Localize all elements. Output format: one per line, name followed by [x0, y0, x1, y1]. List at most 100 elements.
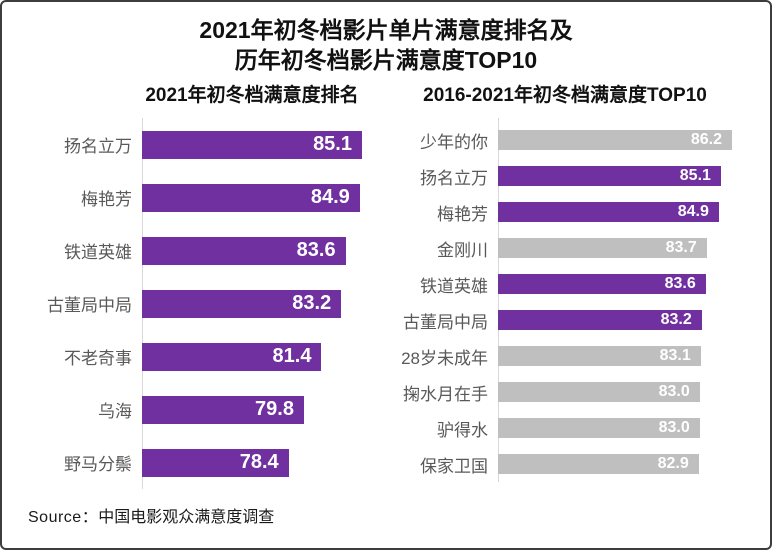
category-label: 古董局中局	[403, 312, 488, 332]
chart-title-2021-ranking: 2021年初冬档满意度排名	[145, 85, 359, 106]
vertical-axis-line	[498, 118, 499, 482]
value-label: 83.2	[660, 311, 692, 328]
bar-track: 81.4	[142, 342, 362, 371]
value-label: 83.6	[664, 275, 696, 292]
chart-bar: 79.8	[142, 395, 304, 424]
value-label: 78.4	[239, 451, 279, 473]
source-note: Source：中国电影观众满意度调查	[28, 503, 770, 527]
chart-2021-ranking: 2021年初冬档满意度排名 扬名立万 85.1 梅艳芳 84.9 铁道英雄 83.6 古董局…	[28, 84, 362, 489]
source-prefix: Source：	[28, 509, 99, 526]
chart-bar: 85.1	[142, 130, 362, 159]
category-label: 扬名立万	[64, 137, 132, 156]
chart-bar: 84.9	[142, 183, 360, 212]
value-label: 79.8	[255, 398, 294, 420]
category-label: 保家卫国	[420, 456, 488, 476]
chart-row: 驴得水 83.0	[398, 410, 732, 446]
chart-bar: 86.2	[498, 130, 732, 150]
chart-bar: 83.7	[498, 238, 707, 258]
bar-track: 85.1	[142, 130, 362, 159]
bar-track: 83.6	[142, 236, 362, 265]
chart-row: 梅艳芳 84.9	[28, 171, 362, 224]
category-label: 古董局中局	[47, 296, 132, 315]
value-label: 82.9	[657, 455, 689, 472]
category-label: 金刚川	[437, 240, 488, 260]
category-label: 野马分鬃	[64, 455, 132, 474]
category-label: 铁道英雄	[64, 243, 132, 262]
chart-row: 乌海 79.8	[28, 383, 362, 436]
chart-bar: 83.2	[142, 289, 342, 318]
bar-track: 86.2	[498, 130, 732, 150]
source-text: 中国电影观众满意度调查	[98, 509, 275, 526]
chart-row: 铁道英雄 83.6	[28, 224, 362, 277]
value-label: 83.1	[659, 347, 691, 364]
main-title-line1: 2021年初冬档影片单片满意度排名及	[199, 17, 573, 43]
chart-bar: 81.4	[142, 342, 322, 371]
chart-row: 古董局中局 83.2	[398, 302, 732, 338]
chart-row: 不老奇事 81.4	[28, 330, 362, 383]
bar-track: 83.7	[498, 238, 732, 258]
category-label: 乌海	[98, 402, 132, 421]
value-label: 85.1	[679, 167, 711, 184]
chart-row: 野马分鬃 78.4	[28, 436, 362, 489]
bar-track: 83.0	[498, 382, 732, 402]
category-label: 驴得水	[437, 420, 488, 440]
value-label: 83.2	[292, 292, 332, 314]
bar-track: 84.9	[142, 183, 362, 212]
chart-top10-history: 2016-2021年初冬档满意度TOP10 少年的你 86.2 扬名立万 85.1 梅艳…	[398, 84, 732, 489]
chart-row: 扬名立万 85.1	[28, 118, 362, 171]
chart-row: 梅艳芳 84.9	[398, 194, 732, 230]
chart-title-top10-history: 2016-2021年初冬档满意度TOP10	[423, 85, 707, 106]
category-label: 梅艳芳	[81, 190, 132, 209]
charts-area: 2021年初冬档满意度排名 扬名立万 85.1 梅艳芳 84.9 铁道英雄 83.6 古董局…	[2, 75, 770, 489]
chart-bar: 83.2	[498, 310, 702, 330]
category-label: 铁道英雄	[420, 276, 488, 296]
chart-bar: 83.6	[498, 274, 706, 294]
bar-track: 78.4	[142, 448, 362, 477]
value-label: 81.4	[272, 345, 312, 367]
main-title-line2: 历年初冬档影片满意度TOP10	[234, 47, 538, 73]
value-label: 83.7	[665, 239, 697, 256]
value-label: 86.2	[690, 131, 722, 148]
chart-row: 古董局中局 83.2	[28, 277, 362, 330]
value-label: 84.9	[677, 203, 709, 220]
bar-track: 83.1	[498, 346, 732, 366]
chart-row: 掬水月在手 83.0	[398, 374, 732, 410]
chart-bar: 83.6	[142, 236, 346, 265]
category-label: 梅艳芳	[437, 204, 488, 224]
category-label: 28岁未成年	[401, 348, 488, 368]
chart-rows-top10-history: 少年的你 86.2 扬名立万 85.1 梅艳芳 84.9 金刚川 83.7 铁道英雄 83.6 古董…	[398, 118, 732, 482]
bar-track: 79.8	[142, 395, 362, 424]
bar-track: 83.6	[498, 274, 732, 294]
chart-row: 保家卫国 82.9	[398, 446, 732, 482]
chart-bar: 82.9	[498, 454, 699, 474]
main-title: 2021年初冬档影片单片满意度排名及 历年初冬档影片满意度TOP10	[2, 15, 770, 75]
bar-track: 83.0	[498, 418, 732, 438]
chart-bar: 84.9	[498, 202, 719, 222]
chart-bar: 83.1	[498, 346, 701, 366]
bar-track: 85.1	[498, 166, 732, 186]
category-label: 掬水月在手	[403, 384, 488, 404]
chart-rows-2021-ranking: 扬名立万 85.1 梅艳芳 84.9 铁道英雄 83.6 古董局中局 83.2 不老奇事 81.4…	[28, 118, 362, 489]
chart-row: 铁道英雄 83.6	[398, 266, 732, 302]
chart-bar: 83.0	[498, 418, 700, 438]
value-label: 83.0	[658, 383, 690, 400]
bar-track: 83.2	[498, 310, 732, 330]
value-label: 85.1	[313, 133, 352, 155]
chart-row: 少年的你 86.2	[398, 122, 732, 158]
bar-track: 83.2	[142, 289, 362, 318]
chart-bar: 85.1	[498, 166, 721, 186]
chart-row: 金刚川 83.7	[398, 230, 732, 266]
chart-bar: 83.0	[498, 382, 700, 402]
chart-row: 28岁未成年 83.1	[398, 338, 732, 374]
chart-row: 扬名立万 85.1	[398, 158, 732, 194]
value-label: 83.0	[658, 419, 690, 436]
bar-track: 82.9	[498, 454, 732, 474]
category-label: 少年的你	[420, 132, 488, 152]
bar-track: 84.9	[498, 202, 732, 222]
value-label: 84.9	[310, 186, 350, 208]
value-label: 83.6	[296, 239, 336, 261]
category-label: 不老奇事	[64, 349, 132, 368]
chart-bar: 78.4	[142, 448, 289, 477]
category-label: 扬名立万	[420, 168, 488, 188]
